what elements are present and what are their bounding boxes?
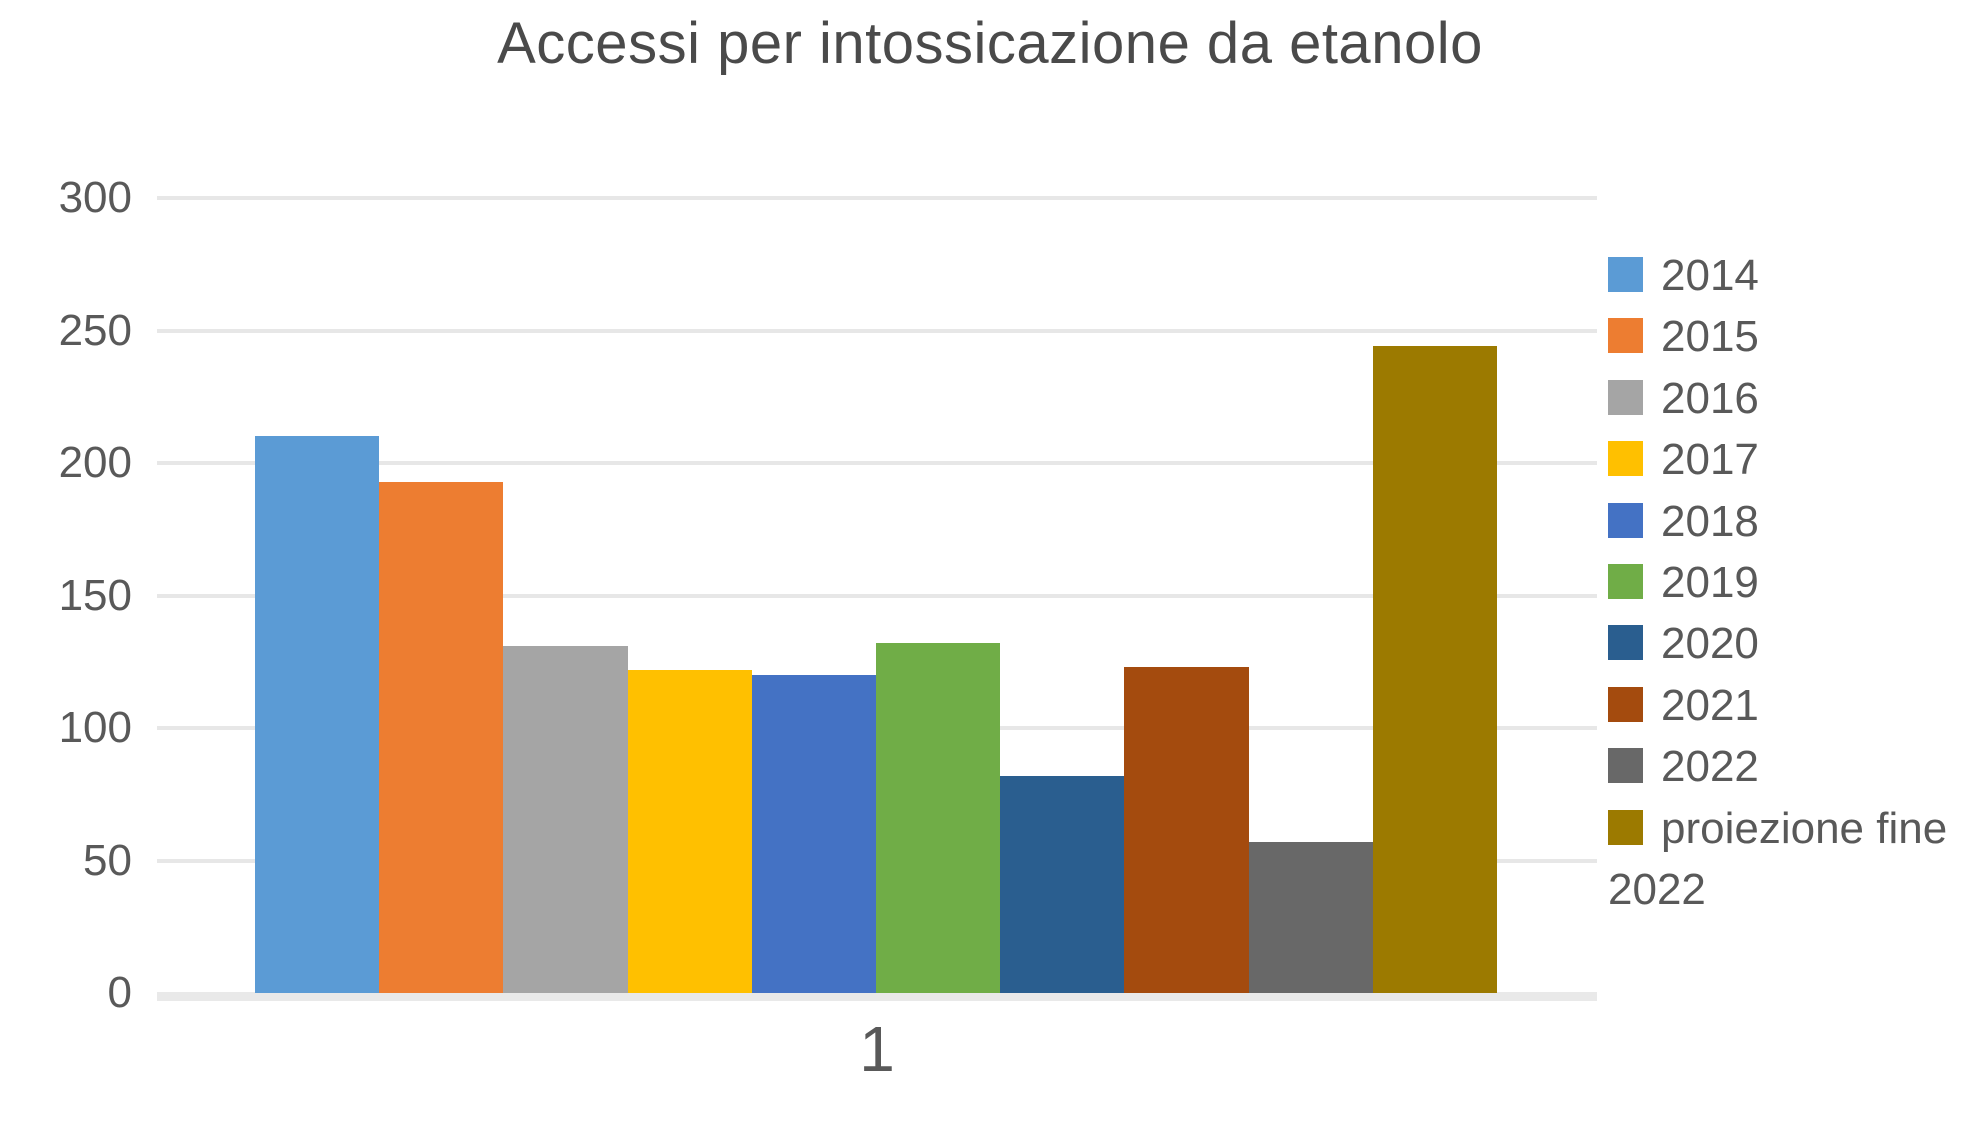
legend-item-2019: 2019	[1608, 552, 1980, 613]
legend-label-2016: 2016	[1661, 373, 1759, 423]
legend-label-2022: 2022	[1661, 742, 1759, 792]
bar-2020	[1000, 776, 1124, 993]
legend-label-2018: 2018	[1661, 496, 1759, 546]
legend-swatch-2017	[1608, 441, 1643, 477]
legend-swatch-2018	[1608, 502, 1643, 538]
legend-swatch-2014	[1608, 256, 1643, 292]
legend-item-2021: 2021	[1608, 675, 1980, 736]
y-axis-tick-label-250: 250	[58, 305, 132, 355]
legend-item-2016: 2016	[1608, 368, 1980, 429]
bar-2018	[752, 675, 876, 993]
legend-label-2014: 2014	[1661, 251, 1759, 300]
bar-2014	[255, 436, 379, 993]
y-axis-tick-label-150: 150	[58, 570, 132, 620]
legend-label-2021: 2021	[1661, 680, 1759, 730]
legend-swatch-2020	[1608, 625, 1643, 661]
y-axis-tick-label-0: 0	[107, 968, 132, 1017]
bar-proiezione-fine-2022	[1373, 346, 1497, 993]
legend-item-2014: 2014	[1608, 245, 1980, 306]
legend-swatch-2022	[1608, 748, 1643, 784]
bar-2021	[1124, 667, 1249, 993]
bar-2015	[379, 482, 503, 993]
legend-item-2018: 2018	[1608, 491, 1980, 552]
legend-swatch-proiezione-fine-2022	[1608, 809, 1643, 845]
x-axis-category-label: 1	[859, 1013, 895, 1085]
legend: 2014 2015 2016 2017 2018 2019 2020 2021 2022 proi…	[1608, 245, 1980, 920]
chart-title: Accessi per intossicazione da etanolo	[497, 11, 1483, 76]
legend-item-proiezione-fine-2022: proiezione fine 2022	[1608, 798, 1980, 921]
legend-label-2019: 2019	[1661, 558, 1759, 608]
gridline-150	[157, 593, 1597, 598]
legend-label-2015: 2015	[1661, 312, 1759, 362]
plot-area	[157, 196, 1597, 1001]
legend-item-2015: 2015	[1608, 306, 1980, 367]
y-axis-labels: 0 50 100 150 200 250 300	[0, 173, 132, 1017]
y-axis-tick-label-50: 50	[83, 835, 132, 885]
y-axis-tick-label-300: 300	[58, 173, 132, 222]
legend-swatch-2016	[1608, 379, 1643, 415]
gridline-200	[157, 461, 1597, 465]
bar-2019	[876, 643, 1000, 993]
y-axis-tick-label-200: 200	[58, 438, 132, 487]
legend-item-2022: 2022	[1608, 736, 1980, 797]
bar-2022	[1249, 842, 1373, 993]
x-axis-line	[157, 992, 1597, 1001]
legend-swatch-2019	[1608, 563, 1643, 599]
legend-swatch-2015	[1608, 318, 1643, 354]
bar-2016	[503, 646, 628, 993]
legend-label-2020: 2020	[1661, 619, 1759, 669]
y-axis-tick-label-100: 100	[58, 703, 132, 752]
bar-2017	[628, 670, 752, 993]
legend-swatch-2021	[1608, 686, 1643, 722]
gridline-250	[157, 328, 1597, 333]
legend-item-2017: 2017	[1608, 429, 1980, 490]
legend-label-2017: 2017	[1661, 435, 1759, 485]
legend-label-proiezione-fine-2022: proiezione fine 2022	[1608, 803, 1948, 915]
legend-item-2020: 2020	[1608, 613, 1980, 674]
gridline-300	[157, 196, 1597, 200]
